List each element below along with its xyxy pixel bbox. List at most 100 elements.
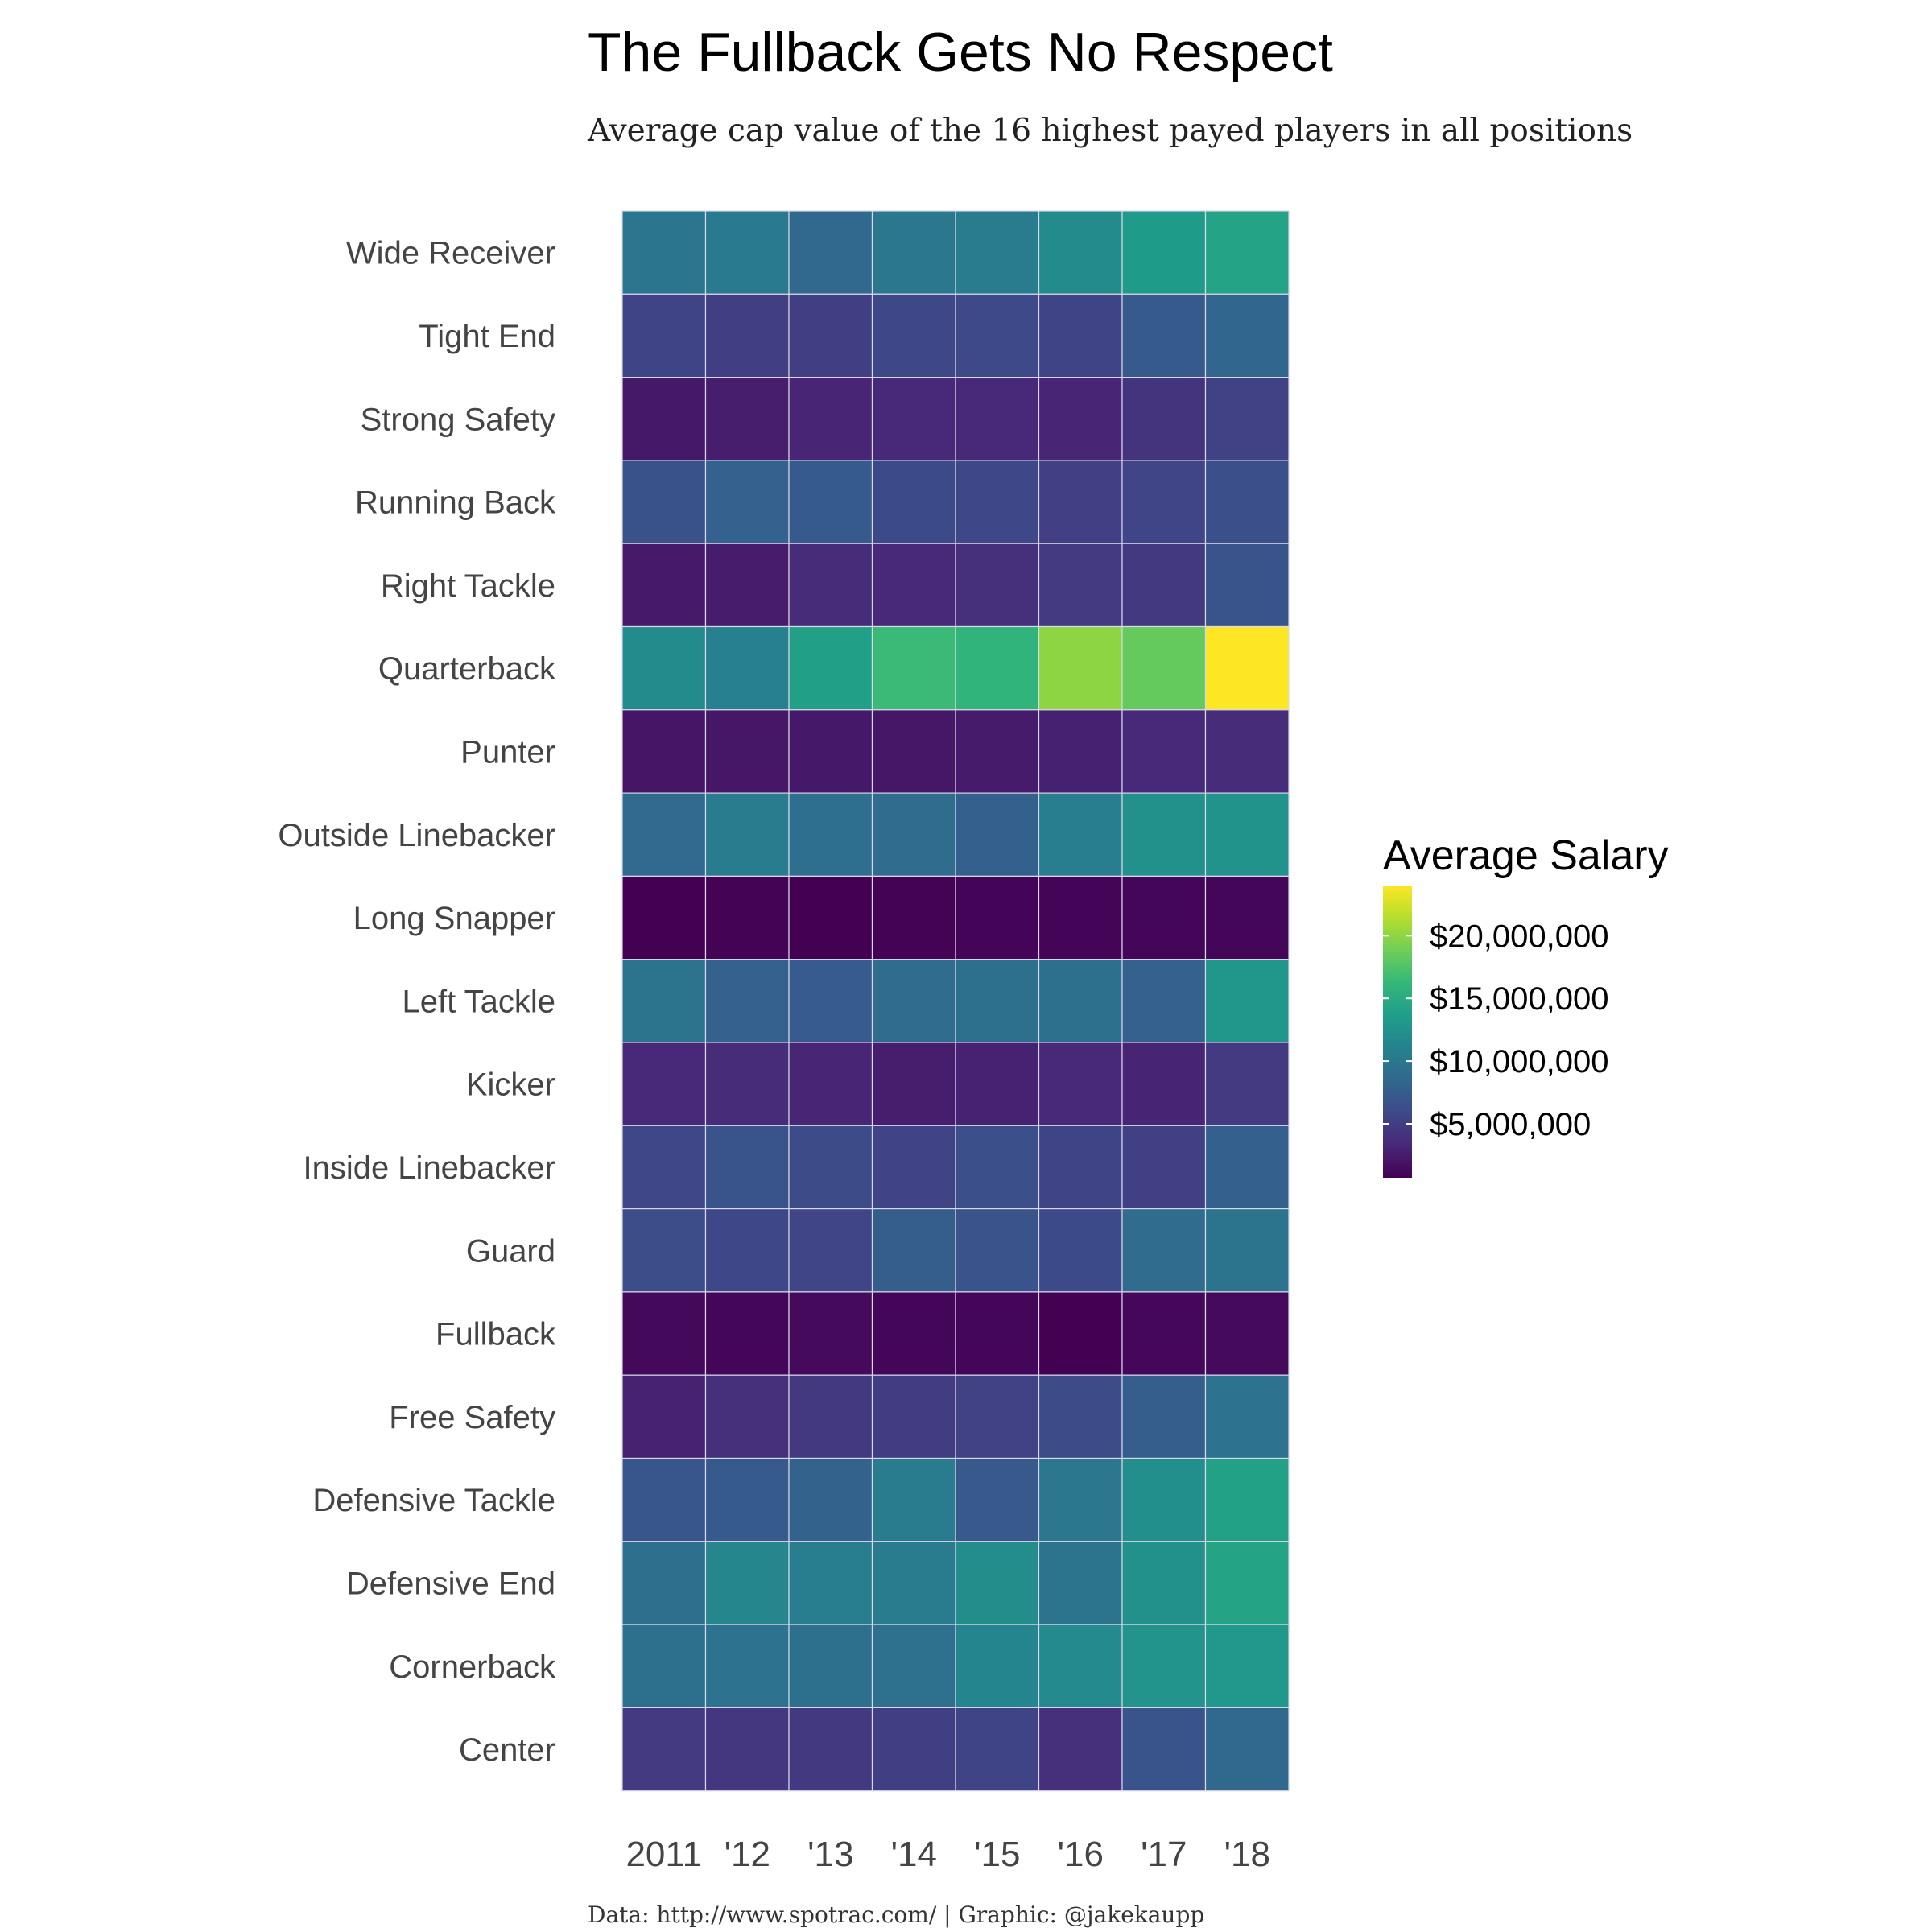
heatmap-cell [1204, 1042, 1290, 1126]
heatmap-cell [704, 293, 790, 378]
heatmap-cell [788, 1457, 873, 1542]
heatmap-cell [621, 1541, 707, 1625]
legend: Average Salary $5,000,000 $10,000,000 $15,… [1383, 832, 1669, 1178]
y-tick-label: Quarterback [378, 651, 556, 687]
x-tick-label: 2011 [625, 1835, 702, 1874]
heatmap-cell [871, 625, 956, 711]
heatmap-cell [1121, 377, 1207, 461]
x-tick-label: '13 [807, 1835, 853, 1874]
heatmap-cell [1204, 1457, 1290, 1542]
heatmap-cell [1204, 293, 1290, 378]
heatmap-cell [871, 377, 956, 461]
y-tick-label: Punter [460, 734, 555, 770]
heatmap-cell [955, 625, 1040, 711]
heatmap-cell [1121, 1707, 1207, 1792]
heatmap-cell [871, 1374, 956, 1459]
heatmap-cell [1204, 792, 1290, 877]
heatmap-cell [704, 1374, 790, 1459]
heatmap-cell [1121, 1541, 1207, 1625]
heatmap-cell [1038, 1125, 1123, 1210]
heatmap-cell [788, 543, 873, 628]
heatmap-cell [871, 792, 956, 877]
heatmap-cell [788, 210, 873, 295]
heatmap-cell [788, 1541, 873, 1625]
heatmap-cell [871, 1042, 956, 1126]
heatmap-cell [1204, 875, 1290, 960]
heatmap-cell [621, 1374, 707, 1459]
heatmap-cell [704, 1125, 790, 1210]
heatmap-cell [871, 1291, 956, 1376]
heatmap-cell [1121, 1457, 1207, 1542]
heatmap-cell [1121, 460, 1207, 544]
heatmap-cell [1038, 1042, 1123, 1126]
heatmap-cell [871, 1457, 956, 1542]
chart-caption: Data: http://www.spotrac.com/ | Graphic:… [588, 1901, 1204, 1928]
x-tick-label: '15 [974, 1835, 1020, 1874]
heatmap-cell [955, 1541, 1040, 1625]
heatmap-cell [788, 1624, 873, 1708]
heatmap-cell [871, 1624, 956, 1708]
heatmap-cell [788, 875, 873, 960]
heatmap-cell [1204, 377, 1290, 461]
x-tick-label: '17 [1141, 1835, 1187, 1874]
heatmap-cell [704, 1208, 790, 1293]
heatmap-cell [955, 1707, 1040, 1792]
heatmap-cell [621, 625, 707, 711]
x-tick-label: '12 [724, 1835, 770, 1874]
legend-tick-label: $10,000,000 [1430, 1044, 1608, 1080]
y-tick-label: Guard [466, 1233, 555, 1269]
heatmap-cell [1204, 543, 1290, 628]
y-tick-label: Wide Receiver [346, 236, 555, 271]
heatmap-cell [621, 543, 707, 628]
heatmap-cell [704, 543, 790, 628]
heatmap-cell [955, 293, 1040, 378]
heatmap-cell [1121, 1374, 1207, 1459]
heatmap-cell [621, 1624, 707, 1708]
heatmap-cell [788, 460, 873, 544]
heatmap-cell [1121, 625, 1207, 711]
heatmap-cell [788, 1374, 873, 1459]
heatmap-cell [621, 1707, 707, 1792]
heatmap-cell [955, 1457, 1040, 1542]
heatmap-cell [871, 959, 956, 1043]
x-tick-label: '16 [1058, 1835, 1104, 1874]
heatmap-cell [1121, 293, 1207, 378]
heatmap-cell [1038, 875, 1123, 960]
chart-subtitle: Average cap value of the 16 highest paye… [587, 113, 1633, 149]
y-tick-label: Inside Linebacker [303, 1150, 555, 1186]
heatmap-cell [1121, 875, 1207, 960]
heatmap-cell [621, 1042, 707, 1126]
y-tick-label: Kicker [466, 1067, 555, 1103]
heatmap-cell [871, 1541, 956, 1625]
heatmap-cell [621, 1125, 707, 1210]
y-tick-label: Tight End [419, 319, 555, 354]
heatmap-cell [1038, 210, 1123, 295]
heatmap-cell [788, 293, 873, 378]
heatmap-cell [1204, 1541, 1290, 1625]
heatmap-cell [871, 1125, 956, 1210]
heatmap-cell [1204, 709, 1290, 794]
y-tick-label: Defensive Tackle [312, 1483, 555, 1518]
heatmap-cell [955, 1624, 1040, 1708]
heatmap-cell [1204, 625, 1290, 711]
heatmap-cell [1204, 1624, 1290, 1708]
heatmap-cell [704, 1291, 790, 1376]
heatmap-cell [1038, 1291, 1123, 1376]
y-tick-label: Right Tackle [381, 568, 555, 604]
heatmap-cell [1121, 210, 1207, 295]
x-tick-label: '14 [891, 1835, 937, 1874]
heatmap-cell [788, 792, 873, 877]
heatmap-cell [704, 1707, 790, 1792]
heatmap-cell [871, 1707, 956, 1792]
y-tick-label: Fullback [436, 1317, 556, 1352]
heatmap-cell [1204, 959, 1290, 1043]
heatmap-cell [1121, 1042, 1207, 1126]
heatmap-cell [1038, 1457, 1123, 1542]
heatmap-cell [788, 1707, 873, 1792]
legend-title: Average Salary [1383, 832, 1669, 879]
heatmap-cell [704, 1541, 790, 1625]
heatmap-cell [621, 792, 707, 877]
heatmap-cell [788, 377, 873, 461]
heatmap-cell [621, 1457, 707, 1542]
